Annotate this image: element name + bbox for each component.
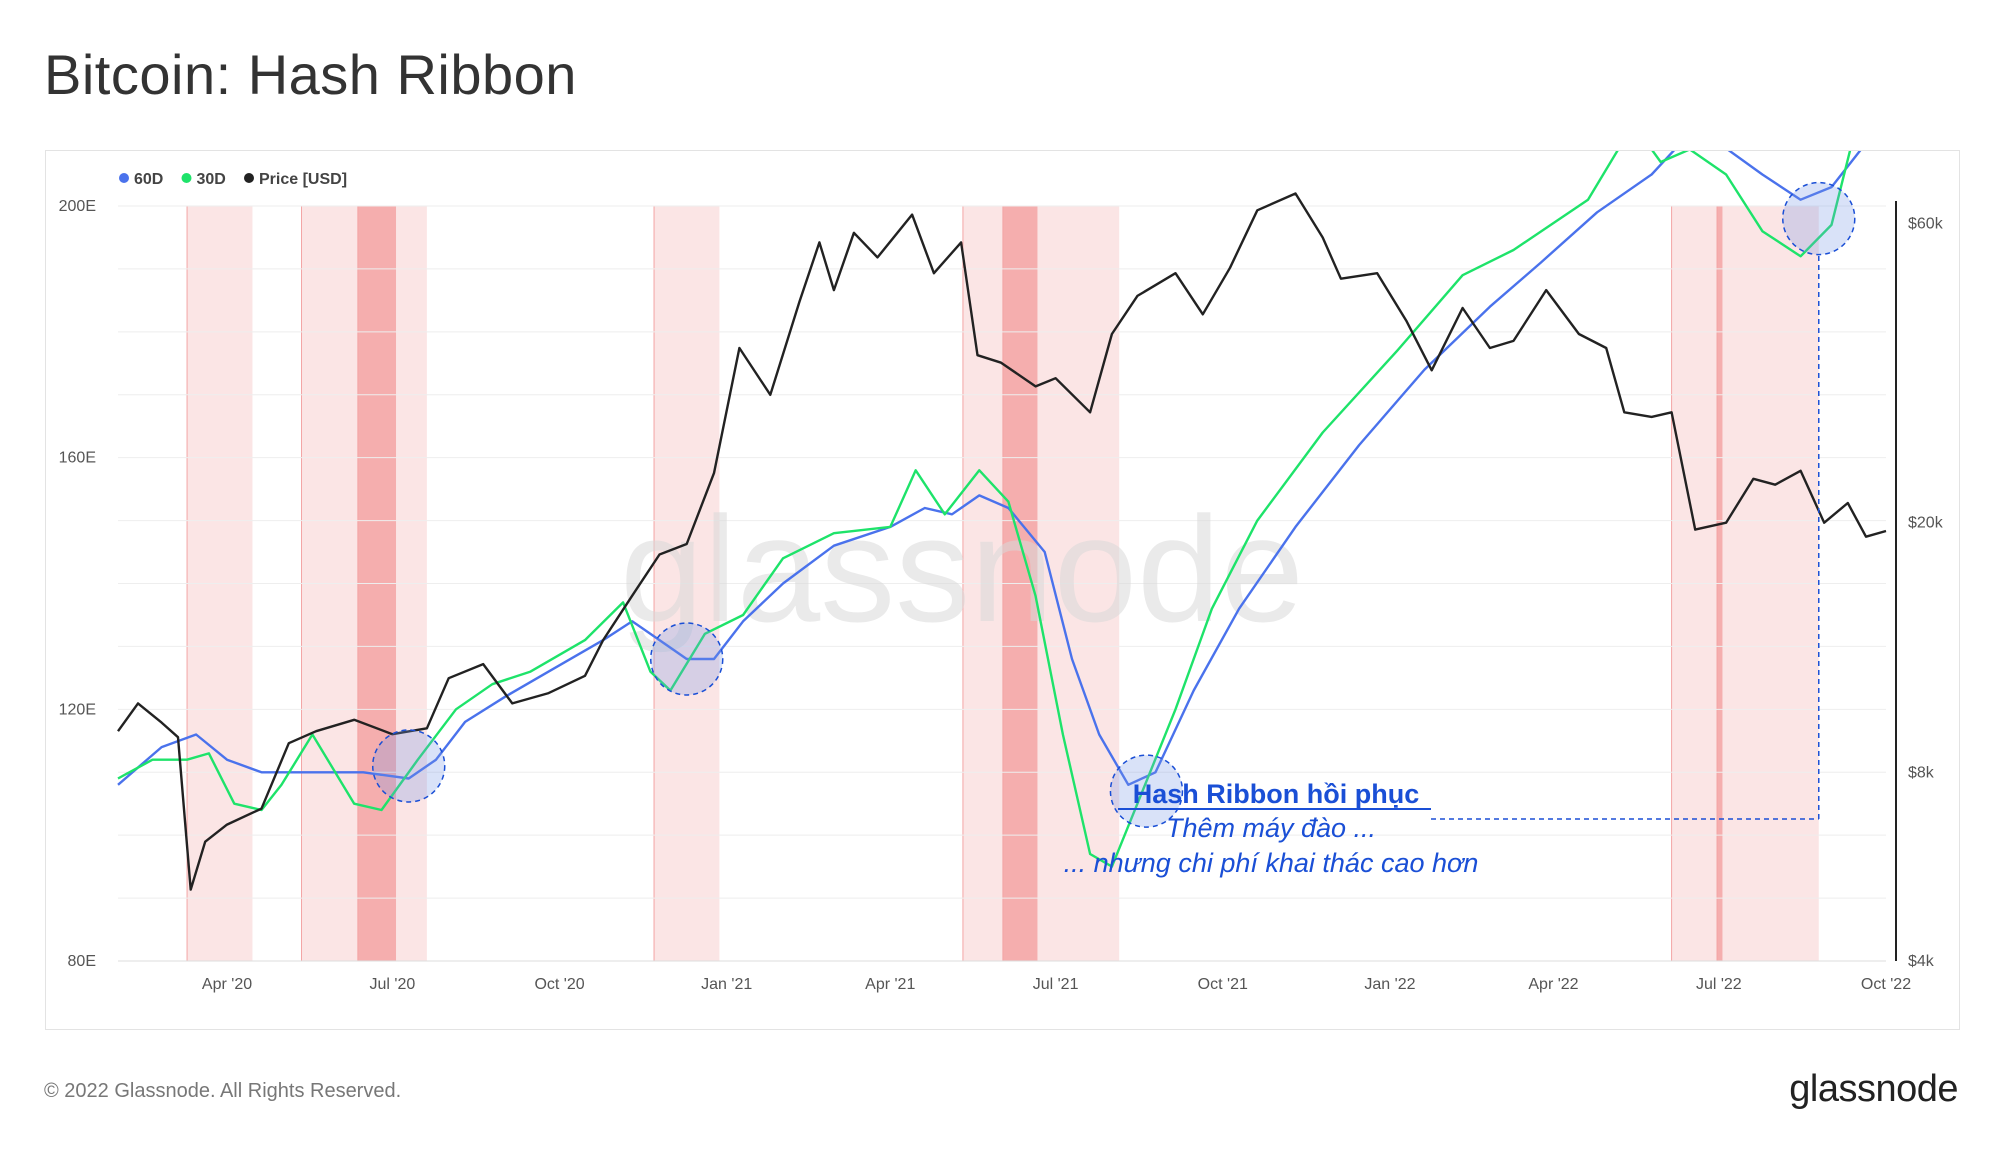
grid-lines <box>118 205 1886 962</box>
legend: 60D 30D Price [USD] <box>119 171 347 188</box>
legend-label-2: Price [USD] <box>259 171 347 188</box>
legend-label-1: 30D <box>197 171 226 188</box>
annotation-line-1: Thêm máy đào ... <box>1166 813 1376 843</box>
x-tick-label-2: Oct '20 <box>534 976 584 993</box>
x-tick-label-7: Jan '22 <box>1364 976 1415 993</box>
y-left-tick-label-1: 120E <box>59 701 96 718</box>
series-line-30d <box>117 151 1852 868</box>
y-left-tick-label-2: 160E <box>59 450 96 467</box>
x-tick-label-4: Apr '21 <box>865 976 915 993</box>
x-tick-label-5: Jul '21 <box>1033 976 1079 993</box>
x-tick-label-0: Apr '20 <box>202 976 252 993</box>
series-line-price-usd- <box>117 192 1887 891</box>
y-right-tick-label-2: $20k <box>1908 515 1944 532</box>
annotation-line-2: ... nhưng chi phí khai thác cao hơn <box>1064 848 1479 878</box>
y-right-tick-label-3: $60k <box>1908 216 1944 233</box>
legend-swatch-2 <box>244 173 254 183</box>
legend-label-0: 60D <box>134 171 163 188</box>
x-tick-label-9: Jul '22 <box>1696 976 1742 993</box>
x-tick-label-8: Apr '22 <box>1528 976 1578 993</box>
watermark: glassnode <box>620 485 1304 653</box>
annotation-title: Hash Ribbon hồi phục <box>1133 779 1419 809</box>
page-title: Bitcoin: Hash Ribbon <box>44 43 577 106</box>
glassnode-logo: glassnode <box>1789 1068 1958 1110</box>
x-tick-label-6: Oct '21 <box>1198 976 1248 993</box>
copyright-text: © 2022 Glassnode. All Rights Reserved. <box>44 1080 402 1102</box>
legend-swatch-1 <box>181 173 192 183</box>
axes: Apr '20 Jul '20 Oct '20 Jan '21 Apr '21 Jul '… <box>59 198 1944 993</box>
hash-ribbon-chart: glassnode Apr '20 Jul '20 Oct '20 Jan '21 Ap… <box>59 151 1944 993</box>
y-right-tick-label-0: $4k <box>1908 953 1935 970</box>
series-lines <box>117 151 1887 891</box>
recovery-circle-1 <box>649 622 724 696</box>
y-left-tick-label-3: 200E <box>59 198 96 215</box>
legend-swatch-0 <box>119 173 129 183</box>
chart-frame: glassnode Apr '20 Jul '20 Oct '20 Jan '21 Ap… <box>45 150 1960 1030</box>
series-line-60d <box>117 151 1862 786</box>
recovery-circle-0 <box>371 729 446 803</box>
x-tick-label-3: Jan '21 <box>701 976 752 993</box>
x-tick-label-1: Jul '20 <box>370 976 416 993</box>
recovery-circles <box>371 181 1856 828</box>
annotation: Hash Ribbon hồi phục Thêm máy đào ... ..… <box>1064 254 1820 878</box>
y-left-tick-label-0: 80E <box>68 953 96 970</box>
recovery-circle-3 <box>1782 181 1856 256</box>
y-right-tick-label-1: $8k <box>1908 764 1935 781</box>
x-tick-label-10: Oct '22 <box>1861 976 1911 993</box>
